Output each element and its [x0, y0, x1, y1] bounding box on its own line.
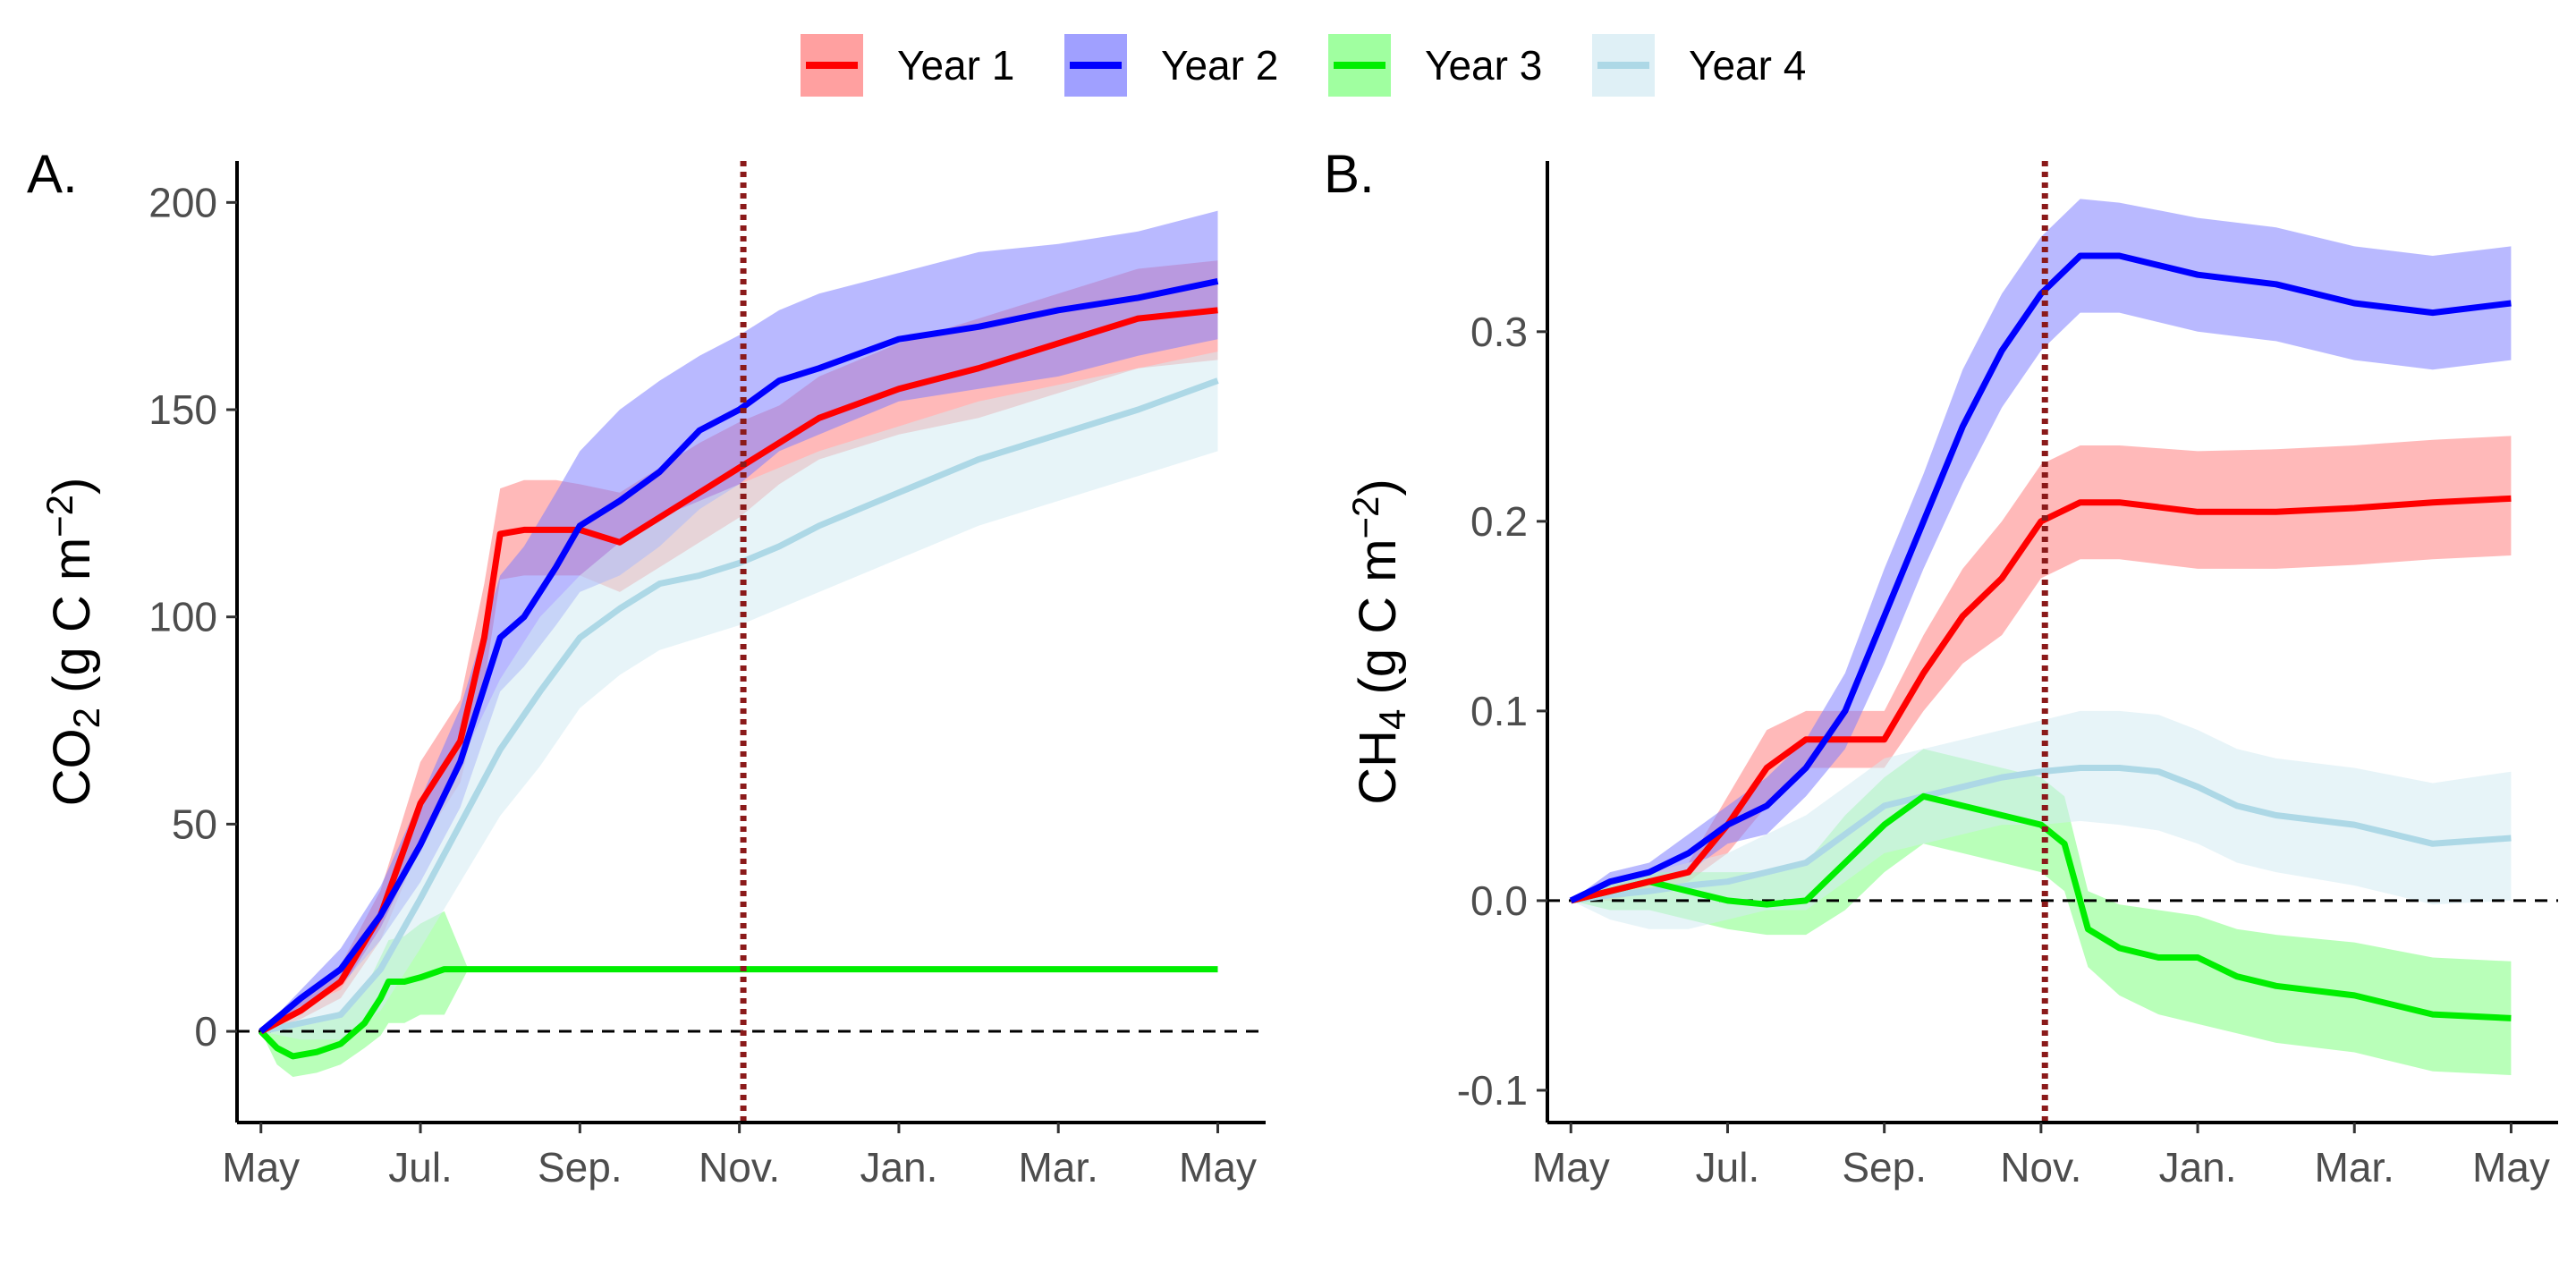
series-line-year-2 — [258, 277, 1219, 1034]
y-tick-label: 0.3 — [1470, 309, 1528, 355]
x-tick-label: Jan. — [860, 1144, 937, 1191]
y-axis-title: CO2 (g C m−2) — [38, 478, 106, 807]
y-tick-label: 100 — [148, 594, 217, 640]
x-tick-label: Sep. — [1842, 1144, 1927, 1191]
x-tick-label: May — [222, 1144, 300, 1191]
series-line-year-3 — [1570, 792, 2512, 1021]
y-tick-label: 50 — [172, 801, 217, 847]
x-tick-label: Jan. — [2159, 1144, 2237, 1191]
y-tick-label: 150 — [148, 386, 217, 433]
y-axis-title-unit-post: ) — [43, 478, 101, 495]
y-axis-title-main: CO — [43, 728, 101, 806]
y-axis-title-sub: 2 — [65, 708, 107, 728]
legend-label: Year 1 — [897, 42, 1014, 89]
y-axis-title-main: CH — [1349, 730, 1407, 805]
series-line-year-3 — [258, 966, 1218, 1060]
panel-ch4: -0.1 0.0 0.1 0.2 0.3 May Jul. Sep. Nov. Jan. Mar. M… — [1324, 144, 2558, 1191]
x-tick-label: Mar. — [1018, 1144, 1097, 1191]
legend-label: Year 3 — [1425, 42, 1542, 89]
series-line-year-4 — [1570, 765, 2512, 904]
panel-tag: A. — [27, 144, 78, 204]
panel-tag: B. — [1324, 144, 1375, 204]
legend-label: Year 2 — [1161, 42, 1278, 89]
band-year-4 — [1571, 710, 2512, 929]
y-tick-label: 0.1 — [1470, 688, 1528, 734]
panel-co2: 0 50 100 150 200 May Jul. Sep. Nov. Jan. Mar. May A.… — [27, 144, 1266, 1191]
y-tick-label: 0.0 — [1470, 877, 1528, 924]
y-tick-label: 0 — [194, 1008, 217, 1055]
x-tick-label: May — [1179, 1144, 1257, 1191]
band-year-2 — [1571, 199, 2512, 901]
band-year-3 — [1571, 749, 2512, 1075]
band-year-3 — [260, 911, 1218, 1077]
x-tick-label: Jul. — [388, 1144, 453, 1191]
x-tick-label: Jul. — [1696, 1144, 1760, 1191]
x-tick-label: Mar. — [2315, 1144, 2394, 1191]
x-tick-label: Nov. — [2000, 1144, 2081, 1191]
legend-item-year-4: Year 4 — [1592, 34, 1806, 97]
y-axis-title-sup: −2 — [1344, 496, 1386, 539]
y-tick-label: 0.2 — [1470, 498, 1528, 545]
series-line-year-1 — [1570, 495, 2512, 904]
series-lines — [1569, 252, 2512, 1021]
y-axis-title: CH4 (g C m−2) — [1344, 479, 1412, 804]
legend-item-year-3: Year 3 — [1328, 34, 1542, 97]
y-tick-label: -0.1 — [1457, 1067, 1528, 1114]
y-axis-title-sup: −2 — [38, 495, 80, 538]
band-year-4 — [260, 352, 1218, 1040]
legend-item-year-1: Year 1 — [801, 34, 1014, 97]
legend-item-year-2: Year 2 — [1064, 34, 1278, 97]
x-tick-label: May — [2472, 1144, 2550, 1191]
x-tick-label: May — [1532, 1144, 1610, 1191]
y-axis-title-unit-pre: (g C m — [1349, 538, 1407, 708]
y-axis-title-unit-pre: (g C m — [43, 538, 101, 708]
series-line-year-4 — [259, 377, 1219, 1035]
legend: Year 1 Year 2 Year 3 Year 4 — [801, 34, 1806, 97]
y-axis-title-sub: 4 — [1371, 709, 1413, 730]
series-lines — [258, 277, 1219, 1060]
legend-label: Year 4 — [1689, 42, 1806, 89]
y-tick-label: 200 — [148, 179, 217, 225]
x-tick-label: Nov. — [699, 1144, 780, 1191]
x-tick-label: Sep. — [538, 1144, 623, 1191]
confidence-bands — [1571, 199, 2512, 1075]
band-year-1 — [1571, 436, 2512, 901]
series-line-year-1 — [259, 307, 1218, 1035]
y-axis-title-unit-post: ) — [1349, 479, 1407, 496]
series-line-year-2 — [1569, 252, 2512, 904]
